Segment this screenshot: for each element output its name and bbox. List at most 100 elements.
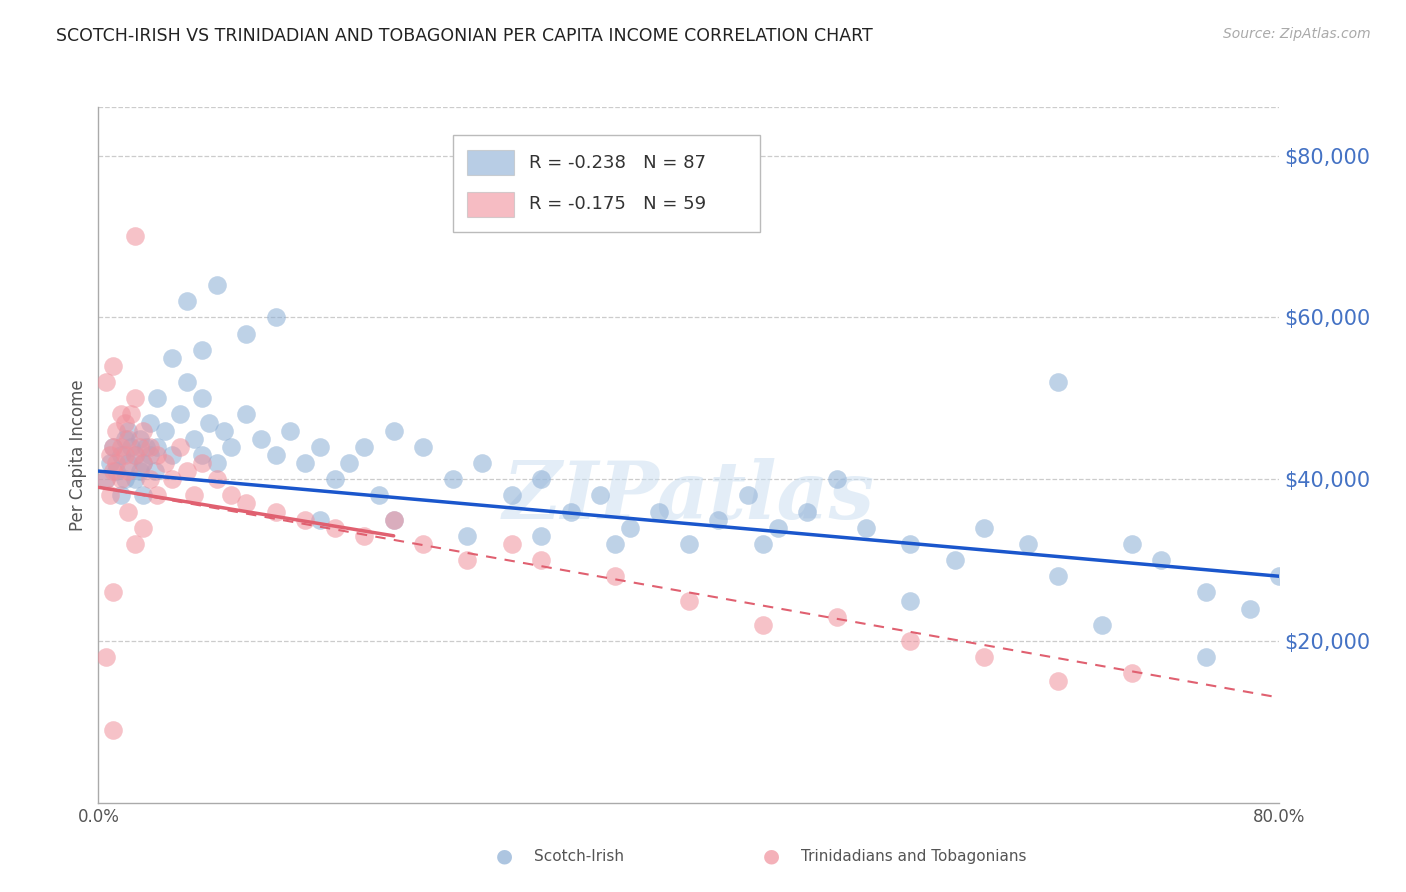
Point [456,529,478,543]
Point [183,432,205,446]
Text: Scotch-Irish: Scotch-Irish [534,849,624,863]
Point [619,521,641,535]
Point [278,424,302,438]
Point [1046,375,1069,389]
Point [98,456,121,470]
Text: SCOTCH-IRISH VS TRINIDADIAN AND TOBAGONIAN PER CAPITA INCOME CORRELATION CHART: SCOTCH-IRISH VS TRINIDADIAN AND TOBAGONI… [56,27,873,45]
Point [973,521,995,535]
Point [1195,585,1218,599]
Y-axis label: Per Capita Income: Per Capita Income [69,379,87,531]
Point [114,448,136,462]
Point [153,456,176,470]
Point [146,440,169,454]
Point [943,553,966,567]
Point [250,432,273,446]
Point [737,488,759,502]
Point [900,593,922,607]
Point [98,448,121,462]
Point [132,424,155,438]
Point [294,456,316,470]
Point [530,472,553,486]
Point [855,521,877,535]
Point [382,513,405,527]
Point [124,537,146,551]
Point [103,359,125,373]
Point [128,432,150,446]
Point [124,392,146,406]
Point [94,472,117,486]
Point [294,513,316,527]
Point [678,537,700,551]
Point [605,537,627,551]
Point [1195,650,1218,665]
Point [589,488,612,502]
Text: R = -0.238   N = 87: R = -0.238 N = 87 [530,153,706,171]
Point [219,440,242,454]
Point [205,472,228,486]
Point [368,488,391,502]
FancyBboxPatch shape [467,192,515,217]
Point [132,456,155,470]
Point [530,529,553,543]
Point [264,504,287,518]
Point [648,504,671,518]
Point [205,278,228,293]
Point [1046,569,1069,583]
Point [98,488,121,502]
Point [235,326,257,341]
Point [114,432,136,446]
Point [139,440,162,454]
Point [353,529,375,543]
Point [212,424,235,438]
Point [117,456,139,470]
Point [103,440,125,454]
Point [707,513,730,527]
Point [114,472,136,486]
FancyBboxPatch shape [467,150,515,175]
Point [825,609,848,624]
Point [900,537,922,551]
Text: ●: ● [763,847,780,866]
Point [110,472,132,486]
Point [124,229,146,244]
Point [169,440,191,454]
Point [235,496,257,510]
Point [146,392,169,406]
Point [501,537,523,551]
Point [219,488,242,502]
Point [605,569,627,583]
Point [264,310,287,325]
Point [139,416,162,430]
Text: R = -0.175   N = 59: R = -0.175 N = 59 [530,195,707,213]
Point [105,464,128,478]
Point [120,408,142,422]
Point [120,440,142,454]
Point [323,472,346,486]
Point [198,416,221,430]
Point [146,448,169,462]
Point [1268,569,1291,583]
Point [176,464,198,478]
Text: Source: ZipAtlas.com: Source: ZipAtlas.com [1223,27,1371,41]
Point [128,464,150,478]
Point [105,424,128,438]
Point [169,408,191,422]
Point [382,424,405,438]
Text: Trinidadians and Tobagonians: Trinidadians and Tobagonians [801,849,1026,863]
Point [441,472,464,486]
Point [124,448,146,462]
Point [382,513,405,527]
Point [471,456,494,470]
Point [94,472,117,486]
Point [176,294,198,309]
Point [110,440,132,454]
Point [1091,617,1114,632]
Point [162,351,183,365]
Point [124,448,146,462]
Text: ZIPatlas: ZIPatlas [503,458,875,535]
Point [114,416,136,430]
Point [117,464,139,478]
Point [1150,553,1173,567]
Point [191,392,214,406]
Point [183,488,205,502]
